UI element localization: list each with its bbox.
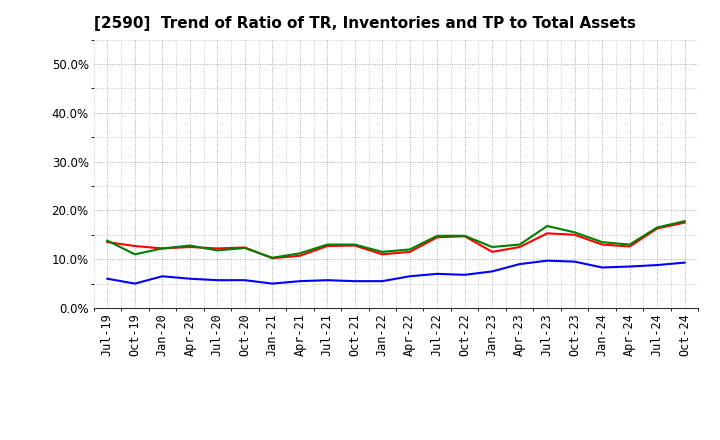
Trade Payables	[653, 225, 662, 230]
Inventories	[378, 279, 387, 284]
Trade Payables	[405, 247, 414, 252]
Trade Receivables	[543, 231, 552, 236]
Trade Receivables	[213, 246, 222, 251]
Trade Receivables	[653, 226, 662, 231]
Inventories	[543, 258, 552, 263]
Trade Receivables	[268, 256, 276, 261]
Inventories	[103, 276, 112, 281]
Trade Payables	[598, 239, 606, 245]
Trade Payables	[240, 246, 249, 251]
Trade Payables	[488, 244, 497, 249]
Trade Receivables	[598, 242, 606, 247]
Inventories	[433, 271, 441, 276]
Trade Payables	[460, 233, 469, 238]
Inventories	[405, 274, 414, 279]
Trade Receivables	[186, 244, 194, 249]
Trade Receivables	[516, 244, 524, 249]
Trade Payables	[186, 243, 194, 248]
Trade Payables	[516, 242, 524, 247]
Trade Payables	[543, 224, 552, 229]
Trade Receivables	[460, 234, 469, 239]
Trade Receivables	[680, 220, 689, 225]
Trade Payables	[433, 233, 441, 238]
Trade Receivables	[130, 243, 139, 249]
Inventories	[323, 278, 332, 283]
Trade Payables	[213, 248, 222, 253]
Trade Receivables	[405, 249, 414, 254]
Inventories	[158, 274, 166, 279]
Trade Payables	[351, 242, 359, 247]
Inventories	[680, 260, 689, 265]
Trade Receivables	[103, 239, 112, 245]
Text: [2590]  Trend of Ratio of TR, Inventories and TP to Total Assets: [2590] Trend of Ratio of TR, Inventories…	[94, 16, 636, 32]
Trade Receivables	[158, 246, 166, 251]
Inventories	[598, 265, 606, 270]
Line: Inventories: Inventories	[107, 260, 685, 284]
Inventories	[570, 259, 579, 264]
Trade Payables	[378, 249, 387, 254]
Trade Payables	[158, 246, 166, 251]
Trade Payables	[268, 255, 276, 260]
Inventories	[268, 281, 276, 286]
Trade Receivables	[488, 249, 497, 254]
Line: Trade Receivables: Trade Receivables	[107, 223, 685, 258]
Trade Payables	[295, 251, 304, 256]
Inventories	[186, 276, 194, 281]
Trade Payables	[570, 230, 579, 235]
Inventories	[488, 269, 497, 274]
Trade Receivables	[433, 235, 441, 240]
Inventories	[653, 262, 662, 268]
Trade Receivables	[570, 232, 579, 238]
Inventories	[240, 278, 249, 283]
Trade Receivables	[323, 243, 332, 249]
Line: Trade Payables: Trade Payables	[107, 221, 685, 258]
Trade Receivables	[351, 243, 359, 248]
Trade Payables	[130, 252, 139, 257]
Trade Receivables	[378, 252, 387, 257]
Inventories	[130, 281, 139, 286]
Inventories	[351, 279, 359, 284]
Inventories	[516, 261, 524, 267]
Trade Receivables	[626, 244, 634, 249]
Trade Receivables	[240, 245, 249, 250]
Inventories	[295, 279, 304, 284]
Inventories	[460, 272, 469, 278]
Trade Payables	[626, 242, 634, 247]
Trade Payables	[323, 242, 332, 247]
Inventories	[626, 264, 634, 269]
Inventories	[213, 278, 222, 283]
Trade Receivables	[295, 253, 304, 258]
Trade Payables	[103, 238, 112, 243]
Trade Payables	[680, 219, 689, 224]
